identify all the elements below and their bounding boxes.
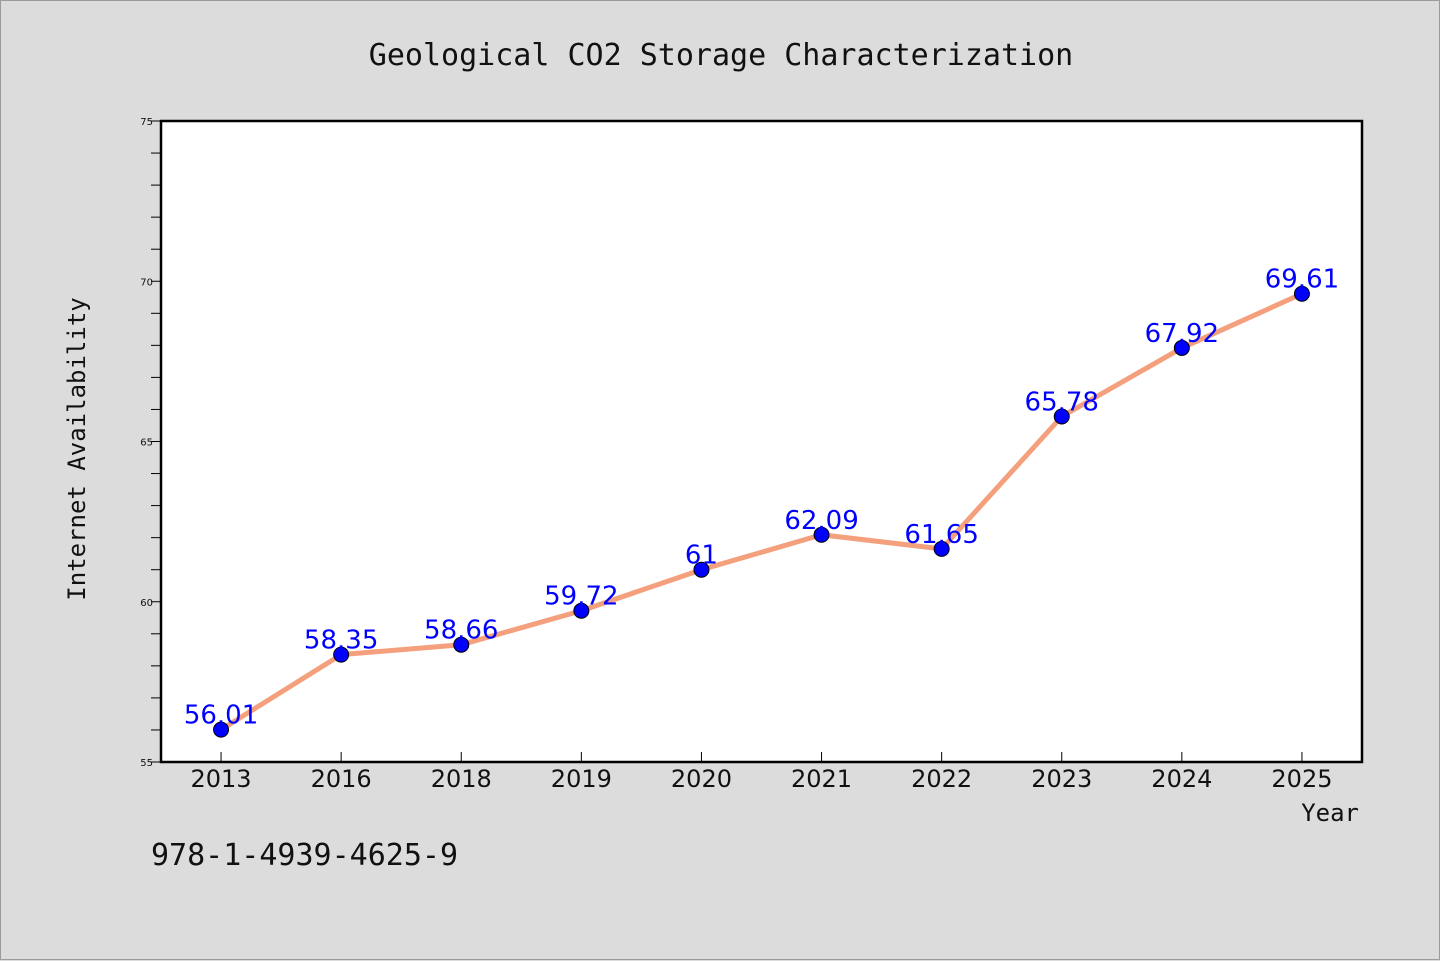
chart-title: Geological CO2 Storage Characterization bbox=[369, 38, 1073, 73]
data-label: 58.35 bbox=[304, 626, 378, 656]
data-point-marker bbox=[1293, 285, 1310, 302]
data-label: 59.72 bbox=[544, 582, 618, 612]
x-tick-label: 2013 bbox=[191, 765, 252, 793]
x-axis: 2013 2016 2018 2019 2020 2021 2022 2023 2024 2025 bbox=[191, 752, 1332, 793]
x-tick-label: 2019 bbox=[551, 765, 612, 793]
plot-area bbox=[159, 119, 1364, 764]
x-axis-label: Year bbox=[1301, 799, 1359, 827]
y-tick-label: 60 bbox=[140, 598, 153, 609]
data-point-marker bbox=[813, 526, 830, 543]
data-series bbox=[213, 285, 1310, 738]
isbn-footnote: 978-1-4939-4625-9 bbox=[151, 838, 458, 873]
y-tick-label: 55 bbox=[140, 758, 153, 769]
x-tick-label: 2016 bbox=[311, 765, 372, 793]
y-axis: 55 60 65 70 75 bbox=[140, 117, 161, 769]
x-tick-label: 2025 bbox=[1271, 765, 1332, 793]
y-tick-label: 65 bbox=[140, 438, 153, 449]
data-label: 62.09 bbox=[784, 506, 858, 536]
x-tick-label: 2023 bbox=[1031, 765, 1092, 793]
data-point-marker bbox=[453, 636, 470, 653]
x-tick-label: 2018 bbox=[431, 765, 492, 793]
data-label: 61 bbox=[685, 541, 718, 571]
x-tick-label: 2024 bbox=[1151, 765, 1212, 793]
data-point-marker bbox=[333, 646, 350, 663]
data-label: 56.01 bbox=[184, 701, 258, 731]
y-tick-label: 70 bbox=[140, 277, 153, 288]
data-label: 61.65 bbox=[904, 520, 978, 550]
data-label: 58.66 bbox=[424, 616, 498, 646]
x-tick-label: 2022 bbox=[911, 765, 972, 793]
data-label: 67.92 bbox=[1145, 319, 1219, 349]
data-point-marker bbox=[213, 721, 230, 738]
data-label: 65.78 bbox=[1025, 388, 1099, 418]
data-point-marker bbox=[933, 540, 950, 557]
data-point-marker bbox=[573, 602, 590, 619]
y-axis-label: Internet Availability bbox=[63, 297, 91, 600]
data-point-marker bbox=[693, 561, 710, 578]
series-line bbox=[218, 291, 1305, 733]
data-labels: 56.01 58.35 58.66 59.72 61 62.09 61.65 65.78 67.… bbox=[184, 265, 1339, 731]
y-tick-label: 75 bbox=[140, 117, 153, 128]
data-label: 69.61 bbox=[1265, 265, 1339, 295]
data-point-marker bbox=[1053, 408, 1070, 425]
x-tick-label: 2020 bbox=[671, 765, 732, 793]
data-point-marker bbox=[1173, 339, 1190, 356]
x-tick-label: 2021 bbox=[791, 765, 852, 793]
